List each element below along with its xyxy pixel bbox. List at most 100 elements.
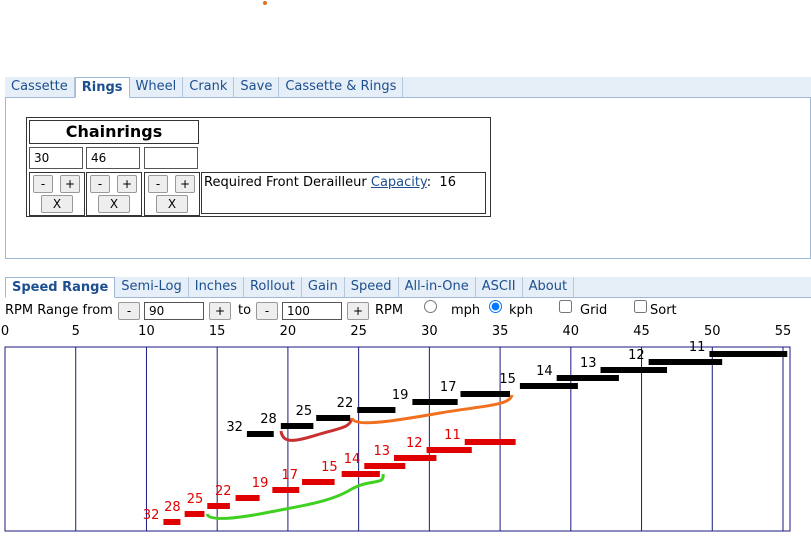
remove-button[interactable]: X [41,195,73,213]
rpm-from[interactable] [144,302,204,320]
cog-label: 22 [337,396,354,411]
tab[interactable]: Inches [189,277,244,297]
speed-bar [709,351,788,357]
sort-label: Sort [650,303,677,318]
cog-label: 11 [444,428,461,443]
x-tick-label: 20 [280,324,297,339]
chart: 0 5 10 15 20 25 30 35 40 45 50 55 32 28 25 22 19 17 15 14 13… [1,324,792,532]
tab[interactable]: Cassette & Rings [279,77,404,97]
tab[interactable]: Gain [302,277,345,297]
tab[interactable]: Speed [345,277,399,297]
plus-button[interactable]: + [347,302,369,320]
speed-bar [364,463,406,469]
cog-label: 13 [580,356,597,371]
tab[interactable]: About [523,277,575,297]
cog-label: 14 [536,364,553,379]
minus-button[interactable]: - [33,175,53,193]
capacity-link[interactable]: Capacity [370,175,427,190]
ring-cell: - + X [144,172,200,216]
remove-button[interactable]: X [156,195,188,213]
cog-label: 15 [321,460,338,475]
cog-label: 32 [143,508,160,523]
x-tick-label: 5 [72,324,80,339]
ring-input[interactable] [86,147,140,169]
tab[interactable]: ASCII [476,277,523,297]
controls: RPM Range from - + to - + RPM mph kph Gr… [5,300,811,322]
x-tick-label: 50 [704,324,721,339]
x-tick-label: 40 [563,324,580,339]
rpm-unit: RPM [375,303,404,318]
tab[interactable]: Save [234,77,280,97]
x-tick-label: 0 [1,324,9,339]
minus-button[interactable]: - [90,175,110,193]
speed-bar [246,431,274,437]
separator: : [426,175,432,190]
x-tick-label: 10 [138,324,155,339]
speed-bar [163,519,181,525]
mph-radio[interactable] [424,300,437,313]
plot-frame [4,346,791,532]
to-label: to [238,303,252,318]
speed-bar [235,495,260,501]
tab[interactable]: Semi-Log [115,277,189,297]
speed-bar [184,511,205,517]
derailleur-label: Required Front Derailleur [204,175,367,190]
remove-button[interactable]: X [98,195,130,213]
x-tick-label: 30 [421,324,438,339]
table-title: Chainrings [29,120,199,144]
cog-label: 19 [392,388,409,403]
ring-cell: - + X [29,172,85,216]
plus-button[interactable]: + [209,302,231,320]
kph-radio[interactable] [489,300,502,313]
capacity-value: 16 [439,175,456,190]
cog-label: 12 [406,436,423,451]
x-tick-label: 15 [209,324,226,339]
speed-bar [302,479,335,485]
tab[interactable]: Rollout [244,277,302,297]
speed-bar [556,375,619,381]
cog-label: 32 [226,420,243,435]
speed-bar [519,383,578,389]
plus-button[interactable]: + [117,175,137,193]
minus-button[interactable]: - [148,175,168,193]
minus-button[interactable]: - [118,302,140,320]
speed-bar [272,487,300,493]
cog-label: 22 [215,484,232,499]
speed-bar [357,407,396,413]
sort-checkbox[interactable] [634,300,647,313]
speed-bar [464,439,516,445]
ring-input[interactable] [29,147,83,169]
cog-label: 19 [252,476,269,491]
grid-checkbox[interactable] [559,300,572,313]
ring-input[interactable] [144,147,198,169]
speed-bar [460,391,510,397]
speed-bar [426,447,472,453]
cog-label: 15 [499,372,516,387]
tab[interactable]: Cassette [5,77,75,97]
speed-bar [280,423,314,429]
tab[interactable]: All-in-One [399,277,476,297]
kph-label: kph [509,303,534,318]
cog-label: 17 [440,380,457,395]
tab[interactable]: Speed Range [5,277,116,298]
plus-button[interactable]: + [175,175,195,193]
chainring-table: Chainrings - + X - + X - + X Required Fr… [26,117,491,217]
cog-label: 13 [373,444,390,459]
tab-bar: Speed Range Semi-Log Inches Rollout Gain Spee… [5,277,811,298]
ring-cell: - + X [86,172,142,216]
tab[interactable]: Wheel [130,77,184,97]
minus-button[interactable]: - [256,302,278,320]
cog-label: 14 [344,452,361,467]
speed-bar [316,415,351,421]
rings-panel: Chainrings - + X - + X - + X Required Fr… [5,97,811,259]
tab[interactable]: Crank [183,77,235,97]
shift-curve [279,417,354,442]
plus-button[interactable]: + [60,175,80,193]
speed-bar [648,359,723,365]
cog-label: 28 [260,412,277,427]
speed-bar [394,455,437,461]
rpm-label: RPM Range from [5,303,113,318]
x-tick-label: 55 [775,324,792,339]
rpm-to[interactable] [282,302,342,320]
tab[interactable]: Rings [74,77,130,98]
